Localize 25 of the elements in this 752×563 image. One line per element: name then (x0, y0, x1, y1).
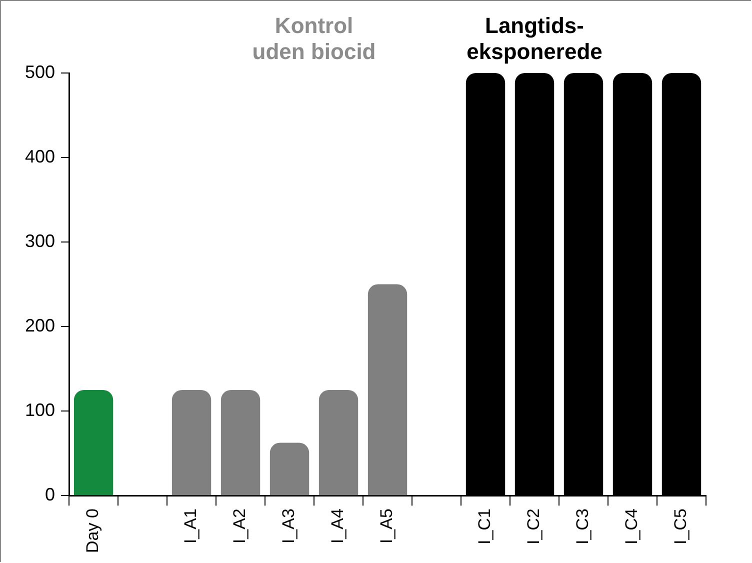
x-tick-label: I_C3 (573, 508, 592, 545)
bar (74, 390, 114, 496)
x-tick-label: Day 0 (83, 508, 102, 554)
x-tick-label: I_A1 (181, 508, 200, 544)
x-tick-label: I_C1 (475, 508, 494, 545)
y-tick-label: 0 (45, 484, 56, 505)
x-tick-label: I_C4 (622, 508, 642, 545)
x-tick-label: I_A2 (230, 508, 250, 544)
y-tick-label: 100 (24, 400, 56, 420)
y-tick-label: 500 (24, 62, 56, 82)
x-tick-label: I_A4 (328, 508, 348, 544)
x-tick-label: I_A3 (279, 508, 298, 544)
bar (368, 284, 408, 496)
bar (270, 442, 310, 496)
x-tick-label: I_C2 (524, 508, 544, 545)
bar (220, 390, 260, 496)
bar (172, 390, 212, 496)
y-tick-label: 200 (24, 316, 56, 336)
x-tick-label: I_C5 (671, 508, 690, 545)
text: Langtids- eksponerede (466, 13, 602, 64)
bar (318, 390, 358, 496)
x-tick-label: I_A5 (377, 508, 396, 544)
text: Kontrol uden biocid (252, 13, 376, 64)
y-tick-label: 400 (24, 146, 56, 166)
y-tick-label: 300 (24, 231, 56, 252)
